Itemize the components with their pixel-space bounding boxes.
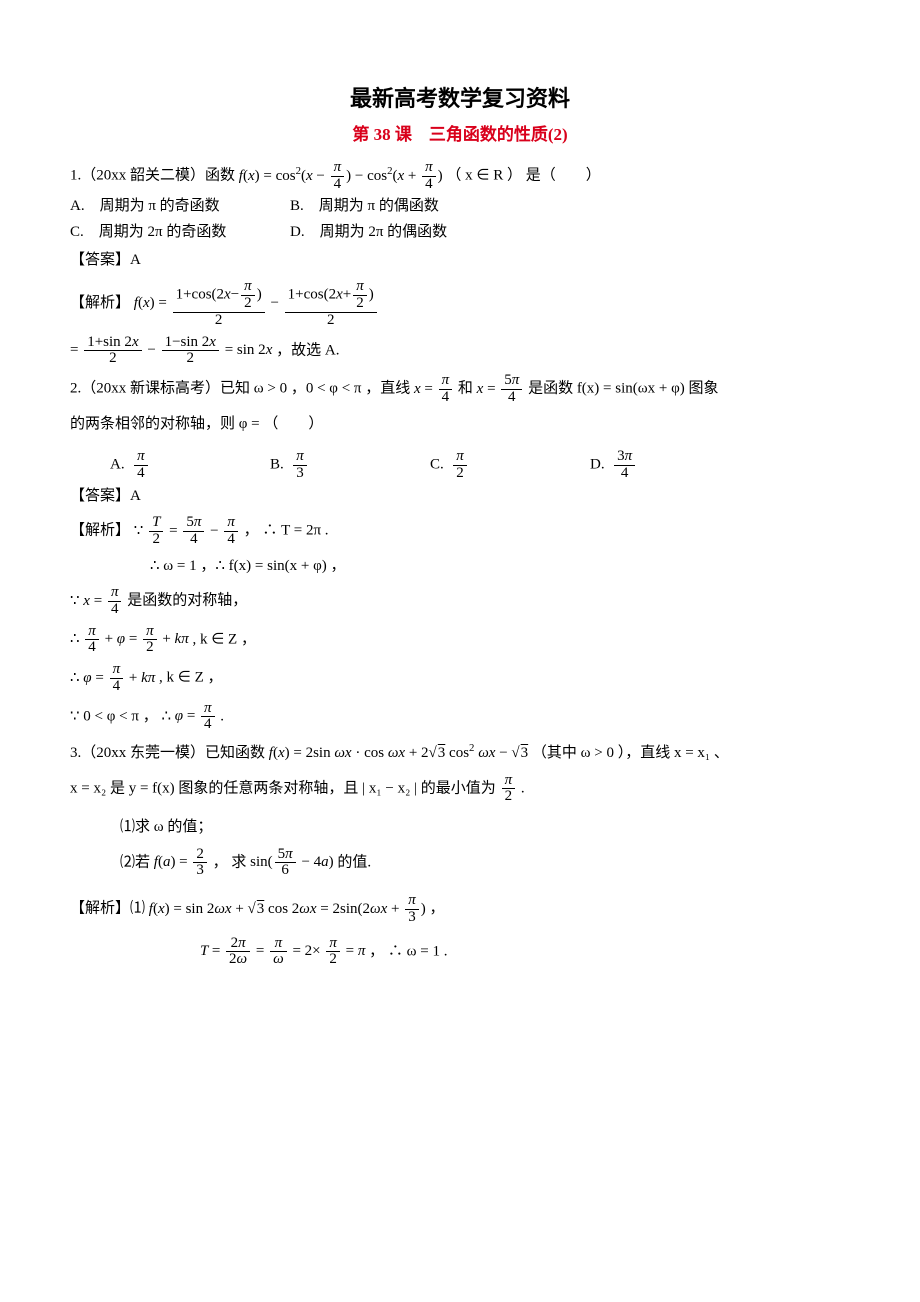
q3-p2a: ⑵若	[120, 854, 154, 870]
q2-sol-step5: ∴ φ = π4 + kπ , k ∈ Z ，	[70, 662, 850, 695]
question-3: 3.（20xx 东莞一模）已知函数 f(x) = 2sin ωx · cos ω…	[70, 739, 850, 767]
q3-stem-b: （其中 ω > 0 ），直线 x = x₁ 、	[532, 745, 729, 761]
q3-sol-label: 【解析】⑴	[70, 901, 149, 917]
q3-stem-c: x = x₂ 是 y = f(x) 图象的任意两条对称轴，且 | x₁ − x₂…	[70, 780, 500, 796]
q1-f-expr: f(x) = cos2(x − π4) − cos2(x + π4)	[239, 168, 443, 184]
q2-sol-step4: ∴ π4 + φ = π2 + kπ , k ∈ Z ，	[70, 624, 850, 657]
q2-s4-tail: , k ∈ Z ，	[189, 631, 256, 647]
question-3-line2: x = x₂ 是 y = f(x) 图象的任意两条对称轴，且 | x₁ − x₂…	[70, 773, 850, 806]
q2-sol-step6: ∵ 0 < φ < π ， ∴ φ = π4 .	[70, 701, 850, 734]
q3-part2: ⑵若 f(a) = 23 ， 求 sin(5π6 − 4a) 的值.	[120, 847, 850, 880]
question-2: 2.（20xx 新课标高考）已知 ω > 0 ，0 < φ < π ，直线 x …	[70, 373, 850, 406]
q3-sl1-tail: ，	[429, 901, 444, 917]
q2-stem-b: 和	[458, 381, 477, 397]
q2-option-d: D. 3π4	[590, 449, 750, 482]
q2-stem-a: 2.（20xx 新课标高考）已知 ω > 0 ，0 < φ < π ，直线	[70, 381, 414, 397]
q2-step3-tail: 是函数的对称轴，	[127, 593, 247, 609]
q3-sol-line1: 【解析】⑴ f(x) = sin 2ωx + √3 cos 2ωx = 2sin…	[70, 893, 850, 926]
q1-options-row2: C. 周期为 2π 的奇函数 D. 周期为 2π 的偶函数	[70, 220, 850, 246]
q1-solution-line1: 【解析】 f(x) = 1+cos(2x−π2)2 − 1+cos(2x+π2)…	[70, 279, 850, 328]
q2-sol-label: 【解析】	[70, 523, 130, 539]
lesson-title: 第 38 课 三角函数的性质(2)	[70, 121, 850, 150]
q1-sol-label: 【解析】	[70, 295, 130, 311]
q3-sol-line2: T = 2π2ω = πω = 2× π2 = π ， ∴ ω = 1 .	[200, 936, 850, 969]
q2-step6a: ∵ 0 < φ < π ， ∴	[70, 708, 175, 724]
q3-p2c: 的值.	[337, 854, 371, 870]
q1-option-a: A. 周期为 π 的奇函数	[70, 194, 290, 220]
q2-s5-tail: , k ∈ Z ，	[155, 670, 222, 686]
q1-options-row1: A. 周期为 π 的奇函数 B. 周期为 π 的偶函数	[70, 194, 850, 220]
q1-option-c: C. 周期为 2π 的奇函数	[70, 220, 290, 246]
main-title: 最新高考数学复习资料	[70, 80, 850, 117]
q1-stem-prefix: 1.（20xx 韶关二模）函数	[70, 168, 239, 184]
q3-stem-a: 3.（20xx 东莞一模）已知函数	[70, 745, 269, 761]
q1-solution-line2: = 1+sin 2x2 − 1−sin 2x2 = sin 2x ，故选 A.	[70, 335, 850, 368]
q1-answer: 【答案】A	[70, 248, 850, 274]
q2-option-a: A. π4	[110, 449, 270, 482]
q2-stem-c: 是函数 f(x) = sin(ωx + φ) 图象	[528, 381, 718, 397]
q2-stem-d: 的两条相邻的对称轴，则 φ = （ ）	[70, 412, 850, 438]
q2-sol-step2: ∴ ω = 1 ，∴ f(x) = sin(x + φ) ，	[150, 554, 850, 580]
q2-option-b: B. π3	[270, 449, 430, 482]
q3-sl2-tail: ， ∴ ω = 1 .	[369, 943, 447, 959]
q2-options: A. π4 B. π3 C. π2 D. 3π4	[110, 449, 850, 482]
q1-option-b: B. 周期为 π 的偶函数	[290, 194, 510, 220]
q1-option-d: D. 周期为 2π 的偶函数	[290, 220, 510, 246]
q3-p2b: ， 求	[213, 854, 251, 870]
q1-stem-suffix: （ x ∈ R ） 是（ ）	[446, 168, 600, 184]
q2-sol-line1: 【解析】 ∵ T2 = 5π4 − π4 ， ∴ T = 2π .	[70, 515, 850, 548]
q3-part1: ⑴求 ω 的值；	[120, 815, 850, 841]
q2-option-c: C. π2	[430, 449, 590, 482]
q3-stem-d: .	[521, 780, 525, 796]
q2-answer: 【答案】A	[70, 484, 850, 510]
q2-sol-step3: ∵ x = π4 是函数的对称轴，	[70, 585, 850, 618]
q2-tail1: ， ∴ T = 2π .	[244, 523, 329, 539]
q1-sol-tail: ，故选 A.	[276, 342, 339, 358]
question-1: 1.（20xx 韶关二模）函数 f(x) = cos2(x − π4) − co…	[70, 160, 850, 193]
